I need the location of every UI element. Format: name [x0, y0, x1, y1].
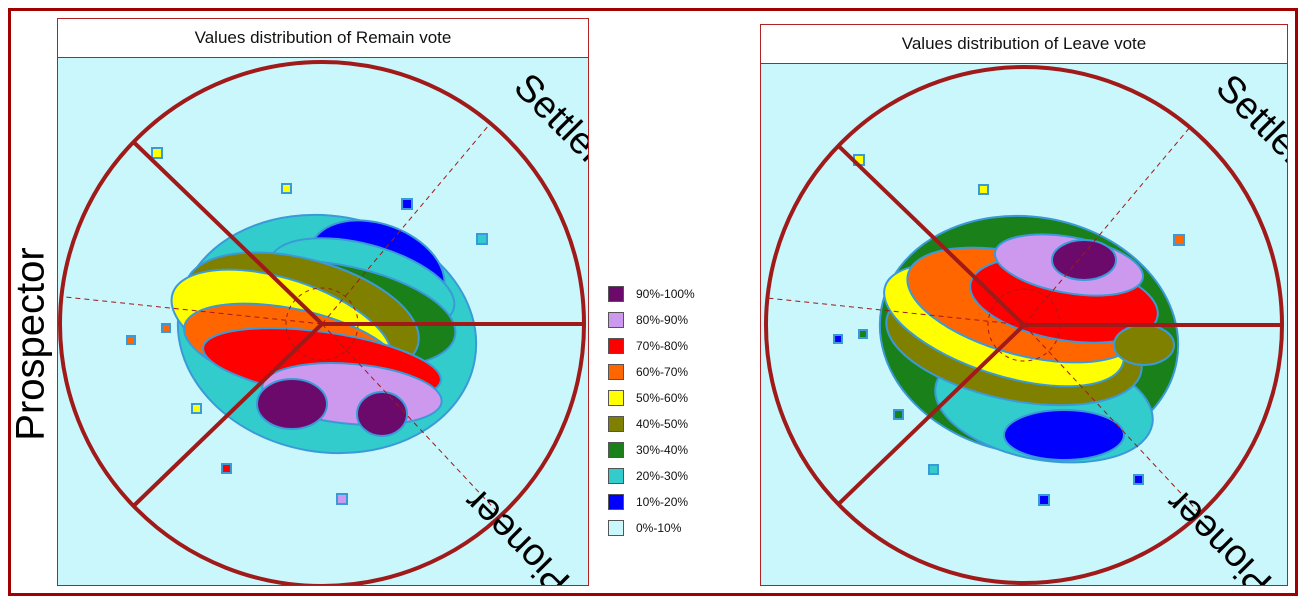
dashed-spoke [1023, 127, 1191, 326]
legend-swatch [608, 390, 624, 406]
legend-label: 90%-100% [636, 287, 695, 301]
legend-label: 70%-80% [636, 339, 689, 353]
legend-label: 50%-60% [636, 391, 689, 405]
pioneer-label: Pioneer [456, 480, 579, 586]
legend-item: 50%-60% [608, 389, 728, 409]
legend-item: 40%-50% [608, 415, 728, 435]
heatmap-cell [1038, 494, 1050, 506]
heatmap-band-90%-100% [356, 391, 408, 437]
heatmap-band-10%-20% [1003, 409, 1125, 461]
heatmap-cell [281, 183, 292, 194]
heatmap-band-90%-100% [1051, 239, 1117, 281]
heatmap-bands [170, 213, 478, 455]
segment-divider [132, 322, 324, 508]
legend-swatch [608, 312, 624, 328]
legend-item: 60%-70% [608, 363, 728, 383]
heatmap-band-40%-50% [1113, 324, 1175, 366]
heatmap-cell [1173, 234, 1185, 246]
figure-frame [8, 8, 1298, 596]
outer-circle [764, 65, 1284, 585]
segment-divider [837, 144, 1026, 327]
legend-swatch [608, 338, 624, 354]
segment-divider [132, 140, 324, 326]
heatmap-cell [191, 403, 202, 414]
legend-item: 10%-20% [608, 493, 728, 513]
legend-swatch [608, 364, 624, 380]
legend-swatch [608, 286, 624, 302]
legend-item: 20%-30% [608, 467, 728, 487]
heatmap-cell [336, 493, 348, 505]
settler-label: Settler [506, 66, 589, 174]
legend-label: 30%-40% [636, 443, 689, 457]
legend-swatch [608, 468, 624, 484]
heatmap-cell [833, 334, 843, 344]
legend-swatch [608, 494, 624, 510]
legend-label: 60%-70% [636, 365, 689, 379]
heatmap-cell [893, 409, 904, 420]
legend-label: 40%-50% [636, 417, 689, 431]
legend-swatch [608, 520, 624, 536]
legend-swatch [608, 416, 624, 432]
heatmap-band-90%-100% [256, 378, 328, 430]
remain-panel: Values distribution of Remain vote Settl… [57, 18, 589, 586]
legend-item: 30%-40% [608, 441, 728, 461]
outer-circle [58, 60, 586, 585]
legend-label: 0%-10% [636, 521, 682, 535]
heatmap-cell [1133, 474, 1144, 485]
segment-divider [837, 323, 1026, 506]
legend-item: 90%-100% [608, 285, 728, 305]
heatmap-cell [161, 323, 171, 333]
legend-item: 80%-90% [608, 311, 728, 331]
leave-heatmap: SettlerPioneerProspector [764, 65, 1287, 585]
dashed-spoke [61, 296, 323, 325]
heatmap-cell [978, 184, 989, 195]
dashed-spoke [321, 323, 502, 516]
remain-heatmap: Settler Pioneer [58, 60, 589, 586]
prospector-label-text: Prospector [8, 247, 53, 441]
heatmap-cell [858, 329, 868, 339]
heatmap-cell [221, 463, 232, 474]
dashed-spoke [767, 297, 1025, 326]
legend-item: 70%-80% [608, 337, 728, 357]
legend-label: 20%-30% [636, 469, 689, 483]
dashed-spoke [321, 122, 491, 325]
prospector-axis-label: Prospector [8, 247, 54, 440]
heatmap-cell [151, 147, 163, 159]
dashed-spoke [1023, 324, 1201, 515]
heatmap-cell [928, 464, 939, 475]
leave-panel: Values distribution of Leave vote Settle… [760, 24, 1288, 586]
legend-label: 80%-90% [636, 313, 689, 327]
legend-swatch [608, 442, 624, 458]
legend-item: 0%-10% [608, 519, 728, 539]
leave-panel-title: Values distribution of Leave vote [761, 25, 1287, 64]
remain-panel-title: Values distribution of Remain vote [58, 19, 588, 58]
heatmap-cell [476, 233, 488, 245]
legend-label: 10%-20% [636, 495, 689, 509]
heatmap-cell [126, 335, 136, 345]
heatmap-cell [401, 198, 413, 210]
